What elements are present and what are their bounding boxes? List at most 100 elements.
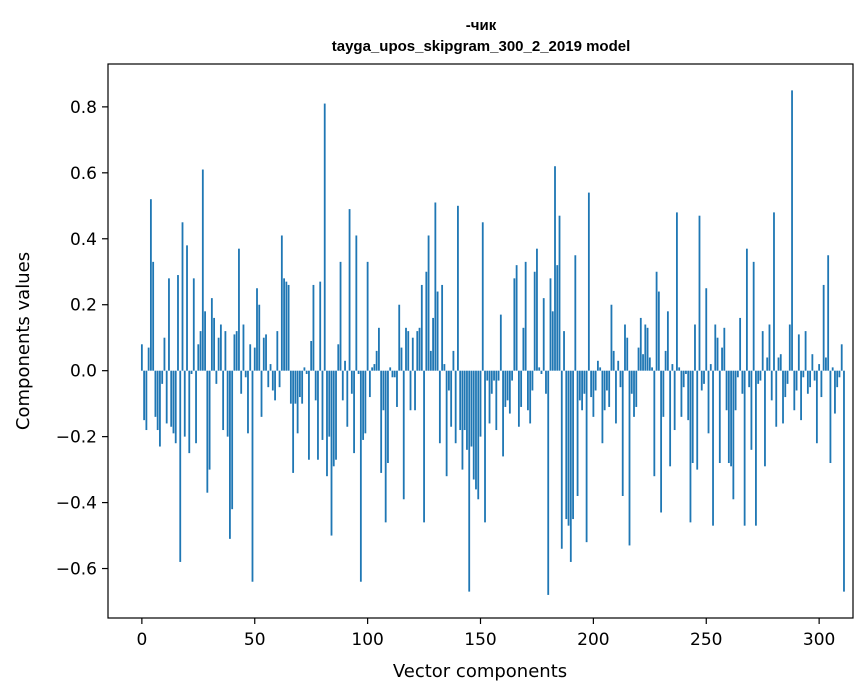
bar — [827, 255, 830, 371]
bar — [416, 331, 419, 371]
bar — [405, 327, 407, 371]
bar — [608, 370, 611, 407]
bar — [522, 327, 525, 371]
bar — [666, 311, 669, 371]
bar — [407, 331, 410, 371]
x-tick-label: 50 — [244, 630, 266, 650]
bar — [364, 370, 367, 434]
bar — [445, 370, 448, 477]
bar — [319, 281, 322, 371]
bar — [732, 370, 735, 500]
bar — [499, 314, 502, 371]
bar — [540, 370, 543, 374]
bar — [238, 248, 240, 371]
bar — [820, 370, 823, 398]
bar — [326, 370, 328, 477]
bar — [558, 215, 561, 371]
bar — [748, 370, 751, 388]
bar — [574, 255, 577, 371]
bar — [301, 370, 304, 404]
bar — [838, 370, 841, 378]
bar — [269, 364, 272, 371]
bar — [791, 90, 793, 371]
bar — [508, 370, 511, 414]
bar — [344, 360, 346, 371]
bar — [287, 284, 290, 371]
bar — [414, 370, 416, 411]
bar — [524, 261, 527, 371]
bar — [289, 370, 292, 404]
bar — [296, 370, 299, 434]
bar — [457, 205, 459, 371]
bar — [633, 370, 635, 417]
bar — [186, 245, 188, 371]
bar — [170, 370, 173, 427]
bar — [217, 337, 220, 371]
bar — [606, 370, 608, 391]
bar — [159, 370, 161, 447]
bar — [314, 370, 317, 401]
bar — [470, 370, 473, 447]
bar — [488, 370, 491, 424]
bar — [459, 370, 462, 431]
bar — [572, 370, 574, 520]
bar — [396, 370, 398, 407]
bar — [626, 337, 629, 371]
bar — [292, 370, 295, 473]
bar — [795, 370, 798, 391]
y-tick-label: −0.6 — [56, 560, 97, 580]
bar — [222, 370, 225, 431]
bar — [271, 370, 274, 391]
bar — [283, 278, 285, 371]
bar — [554, 166, 556, 371]
bar — [312, 284, 315, 371]
bar — [721, 347, 723, 371]
bar — [330, 370, 333, 536]
bar — [387, 370, 389, 464]
bar — [285, 281, 288, 371]
bar — [696, 370, 699, 470]
bar — [305, 370, 308, 374]
bar — [648, 357, 651, 371]
bar — [511, 370, 514, 381]
bar — [545, 370, 547, 394]
bar — [585, 370, 588, 543]
bar — [452, 350, 455, 371]
bar — [240, 370, 243, 394]
bar — [450, 370, 453, 427]
bar — [513, 278, 516, 371]
bar — [420, 284, 423, 371]
bar — [660, 370, 663, 513]
bar — [829, 370, 832, 464]
bar — [773, 212, 775, 371]
bar — [402, 370, 405, 500]
bar — [461, 370, 464, 470]
bar — [727, 370, 730, 464]
bar — [172, 370, 175, 434]
bar — [294, 370, 297, 404]
bar — [811, 354, 814, 371]
bar — [310, 341, 313, 371]
bar — [831, 367, 834, 371]
y-tick-label: 0.4 — [70, 230, 97, 250]
bar — [149, 199, 152, 371]
bar — [583, 370, 586, 394]
y-tick-label: 0.0 — [70, 362, 97, 382]
bar — [739, 317, 742, 371]
bar — [730, 370, 732, 467]
bar — [569, 370, 572, 562]
bar — [497, 370, 500, 381]
bar — [725, 370, 728, 411]
bar — [213, 317, 216, 371]
bar — [208, 370, 211, 470]
bar — [759, 370, 762, 381]
bar — [475, 370, 477, 490]
bar — [337, 344, 340, 371]
bar — [621, 370, 624, 496]
bar — [644, 324, 647, 371]
bar — [630, 370, 633, 394]
bar — [612, 350, 615, 371]
x-tick-label: 0 — [136, 630, 147, 650]
bar-series — [140, 90, 845, 595]
